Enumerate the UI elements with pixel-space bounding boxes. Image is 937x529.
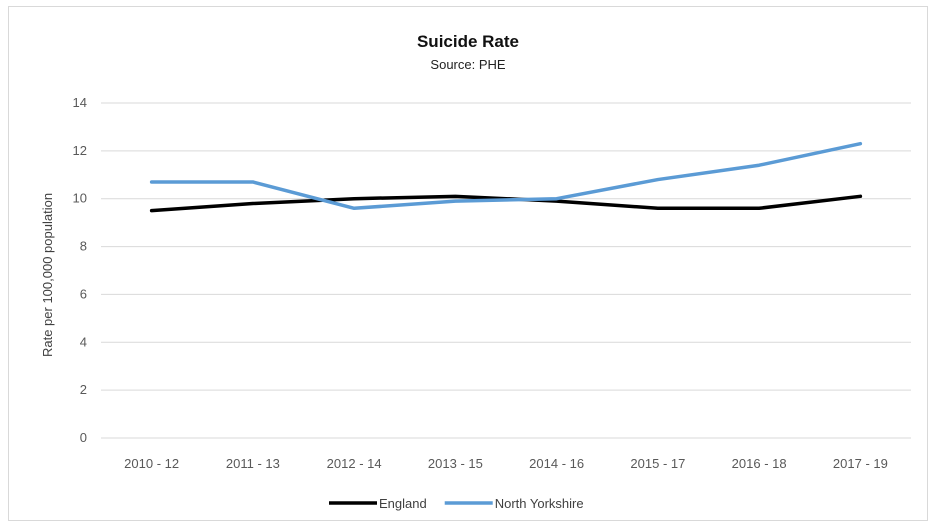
chart-subtitle: Source: PHE xyxy=(430,57,505,72)
x-tick-label: 2014 - 16 xyxy=(529,456,584,471)
chart-frame: Suicide Rate Source: PHE Rate per 100,00… xyxy=(8,6,928,521)
y-axis-label: Rate per 100,000 population xyxy=(40,193,55,357)
y-tick-label: 12 xyxy=(73,143,87,158)
x-tick-label: 2010 - 12 xyxy=(124,456,179,471)
y-tick-label: 2 xyxy=(80,382,87,397)
x-tick-label: 2016 - 18 xyxy=(732,456,787,471)
y-tick-label: 6 xyxy=(80,286,87,301)
x-tick-label: 2012 - 14 xyxy=(327,456,382,471)
legend-label-1: North Yorkshire xyxy=(495,496,584,511)
legend-label-0: England xyxy=(379,496,427,511)
y-tick-label: 8 xyxy=(80,239,87,254)
x-tick-label: 2015 - 17 xyxy=(630,456,685,471)
x-tick-label: 2017 - 19 xyxy=(833,456,888,471)
series-line-1 xyxy=(149,141,863,211)
y-tick-label: 14 xyxy=(73,95,87,110)
y-tick-label: 4 xyxy=(80,334,87,349)
y-tick-label: 0 xyxy=(80,430,87,445)
y-tick-label: 10 xyxy=(73,191,87,206)
chart-title: Suicide Rate xyxy=(417,32,519,51)
x-tick-label: 2011 - 13 xyxy=(226,456,280,471)
line-chart: Suicide Rate Source: PHE Rate per 100,00… xyxy=(40,32,911,511)
x-tick-label: 2013 - 15 xyxy=(428,456,483,471)
